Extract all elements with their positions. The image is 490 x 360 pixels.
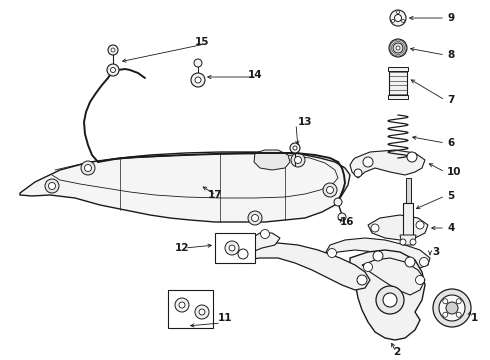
Bar (388, 95, 408, 99)
Circle shape (334, 198, 342, 206)
Circle shape (394, 14, 401, 22)
Text: 13: 13 (298, 117, 313, 127)
Circle shape (323, 183, 337, 197)
Circle shape (446, 302, 458, 314)
Circle shape (251, 215, 259, 221)
Text: 7: 7 (447, 95, 454, 105)
Bar (388, 67, 408, 71)
Polygon shape (20, 152, 350, 222)
Circle shape (191, 73, 205, 87)
Polygon shape (238, 243, 370, 290)
Circle shape (389, 39, 407, 57)
Circle shape (338, 213, 346, 221)
Polygon shape (362, 258, 425, 295)
Circle shape (238, 249, 248, 259)
Circle shape (45, 179, 59, 193)
Circle shape (443, 312, 448, 317)
Circle shape (410, 239, 416, 245)
Polygon shape (254, 150, 290, 170)
Circle shape (290, 143, 300, 153)
Circle shape (401, 19, 405, 22)
Bar (403, 203, 413, 238)
Text: 10: 10 (447, 167, 462, 177)
Circle shape (199, 309, 205, 315)
Circle shape (364, 262, 372, 271)
Circle shape (81, 161, 95, 175)
Circle shape (396, 46, 400, 50)
Circle shape (393, 43, 403, 53)
Circle shape (327, 248, 337, 257)
Text: 1: 1 (471, 313, 478, 323)
Circle shape (371, 224, 379, 232)
Text: 2: 2 (393, 347, 400, 357)
Circle shape (293, 146, 297, 150)
Text: 5: 5 (447, 191, 454, 201)
Circle shape (291, 153, 305, 167)
Circle shape (225, 241, 239, 255)
Circle shape (357, 275, 367, 285)
Circle shape (354, 169, 362, 177)
Polygon shape (400, 235, 416, 245)
Bar (215, 233, 255, 263)
Circle shape (396, 11, 399, 14)
Polygon shape (350, 150, 425, 178)
Text: 16: 16 (340, 217, 354, 227)
Circle shape (261, 230, 270, 239)
Circle shape (107, 64, 119, 76)
Circle shape (400, 239, 406, 245)
Circle shape (390, 10, 406, 26)
Polygon shape (350, 250, 425, 340)
Circle shape (111, 68, 116, 72)
Text: 11: 11 (218, 313, 232, 323)
Circle shape (326, 186, 334, 194)
Circle shape (456, 299, 461, 304)
Circle shape (407, 152, 417, 162)
Circle shape (294, 157, 301, 163)
Circle shape (419, 257, 428, 266)
Text: 8: 8 (447, 50, 454, 60)
Circle shape (175, 298, 189, 312)
Polygon shape (326, 238, 430, 268)
Text: 17: 17 (208, 190, 222, 200)
Circle shape (439, 295, 465, 321)
Circle shape (194, 59, 202, 67)
Text: 9: 9 (447, 13, 454, 23)
Text: 15: 15 (195, 37, 210, 47)
Circle shape (383, 293, 397, 307)
Circle shape (108, 45, 118, 55)
Bar (389, 69, 407, 97)
Circle shape (248, 211, 262, 225)
Circle shape (49, 183, 55, 189)
Circle shape (416, 275, 424, 284)
Circle shape (229, 245, 235, 251)
Circle shape (111, 48, 115, 52)
Text: 6: 6 (447, 138, 454, 148)
Circle shape (84, 165, 92, 171)
Text: 4: 4 (447, 223, 454, 233)
Circle shape (373, 251, 383, 261)
Bar (406, 178, 411, 203)
Circle shape (179, 302, 185, 308)
Circle shape (416, 221, 424, 229)
Text: 12: 12 (175, 243, 190, 253)
Circle shape (195, 305, 209, 319)
Circle shape (443, 299, 448, 304)
Circle shape (456, 312, 461, 317)
Circle shape (433, 289, 471, 327)
Bar (168, 290, 213, 328)
Circle shape (392, 19, 394, 22)
Text: 14: 14 (248, 70, 263, 80)
Polygon shape (368, 215, 428, 240)
Circle shape (376, 286, 404, 314)
Polygon shape (240, 233, 280, 252)
Circle shape (405, 257, 415, 267)
Circle shape (363, 157, 373, 167)
Circle shape (195, 77, 201, 83)
Text: 3: 3 (432, 247, 439, 257)
